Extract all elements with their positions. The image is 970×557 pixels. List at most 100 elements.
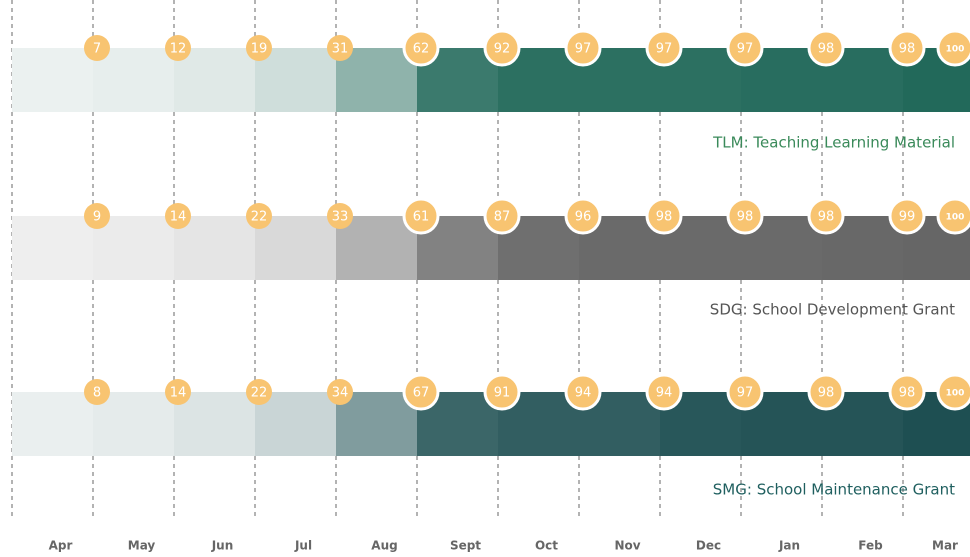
value-label: 97 bbox=[575, 42, 592, 57]
value-marker bbox=[165, 35, 191, 61]
month-label: Apr bbox=[49, 539, 73, 553]
value-marker bbox=[888, 373, 926, 411]
value-label: 98 bbox=[656, 210, 673, 225]
progress-cell bbox=[255, 216, 336, 280]
value-marker bbox=[84, 379, 110, 405]
progress-cell bbox=[12, 216, 93, 280]
month-label: Oct bbox=[535, 539, 558, 553]
month-label: Feb bbox=[858, 539, 883, 553]
value-marker bbox=[84, 35, 110, 61]
value-label: 98 bbox=[737, 210, 754, 225]
value-label: 14 bbox=[170, 210, 187, 225]
month-label: Sept bbox=[450, 539, 481, 553]
series-label: SDG: School Development Grant bbox=[710, 301, 955, 319]
value-marker bbox=[402, 197, 440, 235]
value-marker bbox=[327, 379, 353, 405]
value-marker bbox=[165, 379, 191, 405]
value-label: 91 bbox=[494, 386, 511, 401]
value-label: 98 bbox=[818, 386, 835, 401]
value-marker bbox=[327, 35, 353, 61]
value-label: 99 bbox=[899, 210, 916, 225]
value-label: 100 bbox=[946, 389, 965, 399]
month-label: Jul bbox=[294, 539, 312, 553]
value-label: 19 bbox=[251, 42, 268, 57]
value-marker bbox=[84, 203, 110, 229]
progress-cell bbox=[12, 48, 93, 112]
value-label: 8 bbox=[93, 386, 101, 401]
progress-cell bbox=[255, 392, 336, 456]
value-label: 34 bbox=[332, 386, 349, 401]
value-label: 31 bbox=[332, 42, 349, 57]
value-label: 62 bbox=[413, 42, 430, 57]
month-label: Dec bbox=[696, 539, 721, 553]
value-marker bbox=[936, 373, 970, 411]
value-marker bbox=[726, 29, 764, 67]
value-marker bbox=[246, 379, 272, 405]
value-label: 97 bbox=[656, 42, 673, 57]
value-marker bbox=[888, 197, 926, 235]
value-marker bbox=[807, 197, 845, 235]
value-label: 67 bbox=[413, 386, 430, 401]
value-marker bbox=[807, 29, 845, 67]
value-marker bbox=[402, 373, 440, 411]
value-marker bbox=[402, 29, 440, 67]
month-label: Mar bbox=[932, 539, 958, 553]
value-label: 22 bbox=[251, 386, 268, 401]
value-label: 98 bbox=[818, 210, 835, 225]
value-marker bbox=[936, 197, 970, 235]
series-label: TLM: Teaching Learning Material bbox=[712, 134, 955, 152]
value-marker bbox=[645, 29, 683, 67]
progress-cell bbox=[174, 216, 255, 280]
value-label: 97 bbox=[737, 42, 754, 57]
progress-cell bbox=[255, 48, 336, 112]
month-label: Aug bbox=[371, 539, 397, 553]
value-marker bbox=[327, 203, 353, 229]
progress-cell bbox=[93, 48, 174, 112]
month-label: May bbox=[128, 539, 156, 553]
month-label: Nov bbox=[614, 539, 640, 553]
value-label: 94 bbox=[575, 386, 592, 401]
value-marker bbox=[726, 197, 764, 235]
value-label: 98 bbox=[899, 386, 916, 401]
value-marker bbox=[645, 373, 683, 411]
progress-cell bbox=[336, 392, 417, 456]
progress-cell bbox=[336, 216, 417, 280]
value-label: 92 bbox=[494, 42, 511, 57]
value-label: 87 bbox=[494, 210, 511, 225]
value-label: 96 bbox=[575, 210, 592, 225]
value-marker bbox=[564, 197, 602, 235]
value-label: 98 bbox=[818, 42, 835, 57]
value-label: 94 bbox=[656, 386, 673, 401]
value-marker bbox=[483, 29, 521, 67]
value-marker bbox=[936, 29, 970, 67]
value-label: 98 bbox=[899, 42, 916, 57]
progress-cell bbox=[93, 216, 174, 280]
value-marker bbox=[564, 29, 602, 67]
progress-cell bbox=[93, 392, 174, 456]
value-label: 12 bbox=[170, 42, 187, 57]
value-marker bbox=[807, 373, 845, 411]
value-label: 61 bbox=[413, 210, 430, 225]
month-label: Jan bbox=[778, 539, 800, 553]
progress-cell bbox=[12, 392, 93, 456]
value-label: 22 bbox=[251, 210, 268, 225]
value-marker bbox=[483, 197, 521, 235]
value-marker bbox=[564, 373, 602, 411]
month-label: Jun bbox=[211, 539, 234, 553]
value-marker bbox=[888, 29, 926, 67]
value-marker bbox=[483, 373, 521, 411]
progress-cell bbox=[174, 48, 255, 112]
value-marker bbox=[726, 373, 764, 411]
value-label: 7 bbox=[93, 42, 101, 57]
progress-cell bbox=[174, 392, 255, 456]
value-label: 100 bbox=[946, 213, 965, 223]
value-label: 9 bbox=[93, 210, 101, 225]
value-marker bbox=[246, 35, 272, 61]
progress-cell bbox=[336, 48, 417, 112]
value-marker bbox=[645, 197, 683, 235]
value-label: 100 bbox=[946, 45, 965, 55]
value-label: 14 bbox=[170, 386, 187, 401]
value-marker bbox=[165, 203, 191, 229]
value-label: 97 bbox=[737, 386, 754, 401]
